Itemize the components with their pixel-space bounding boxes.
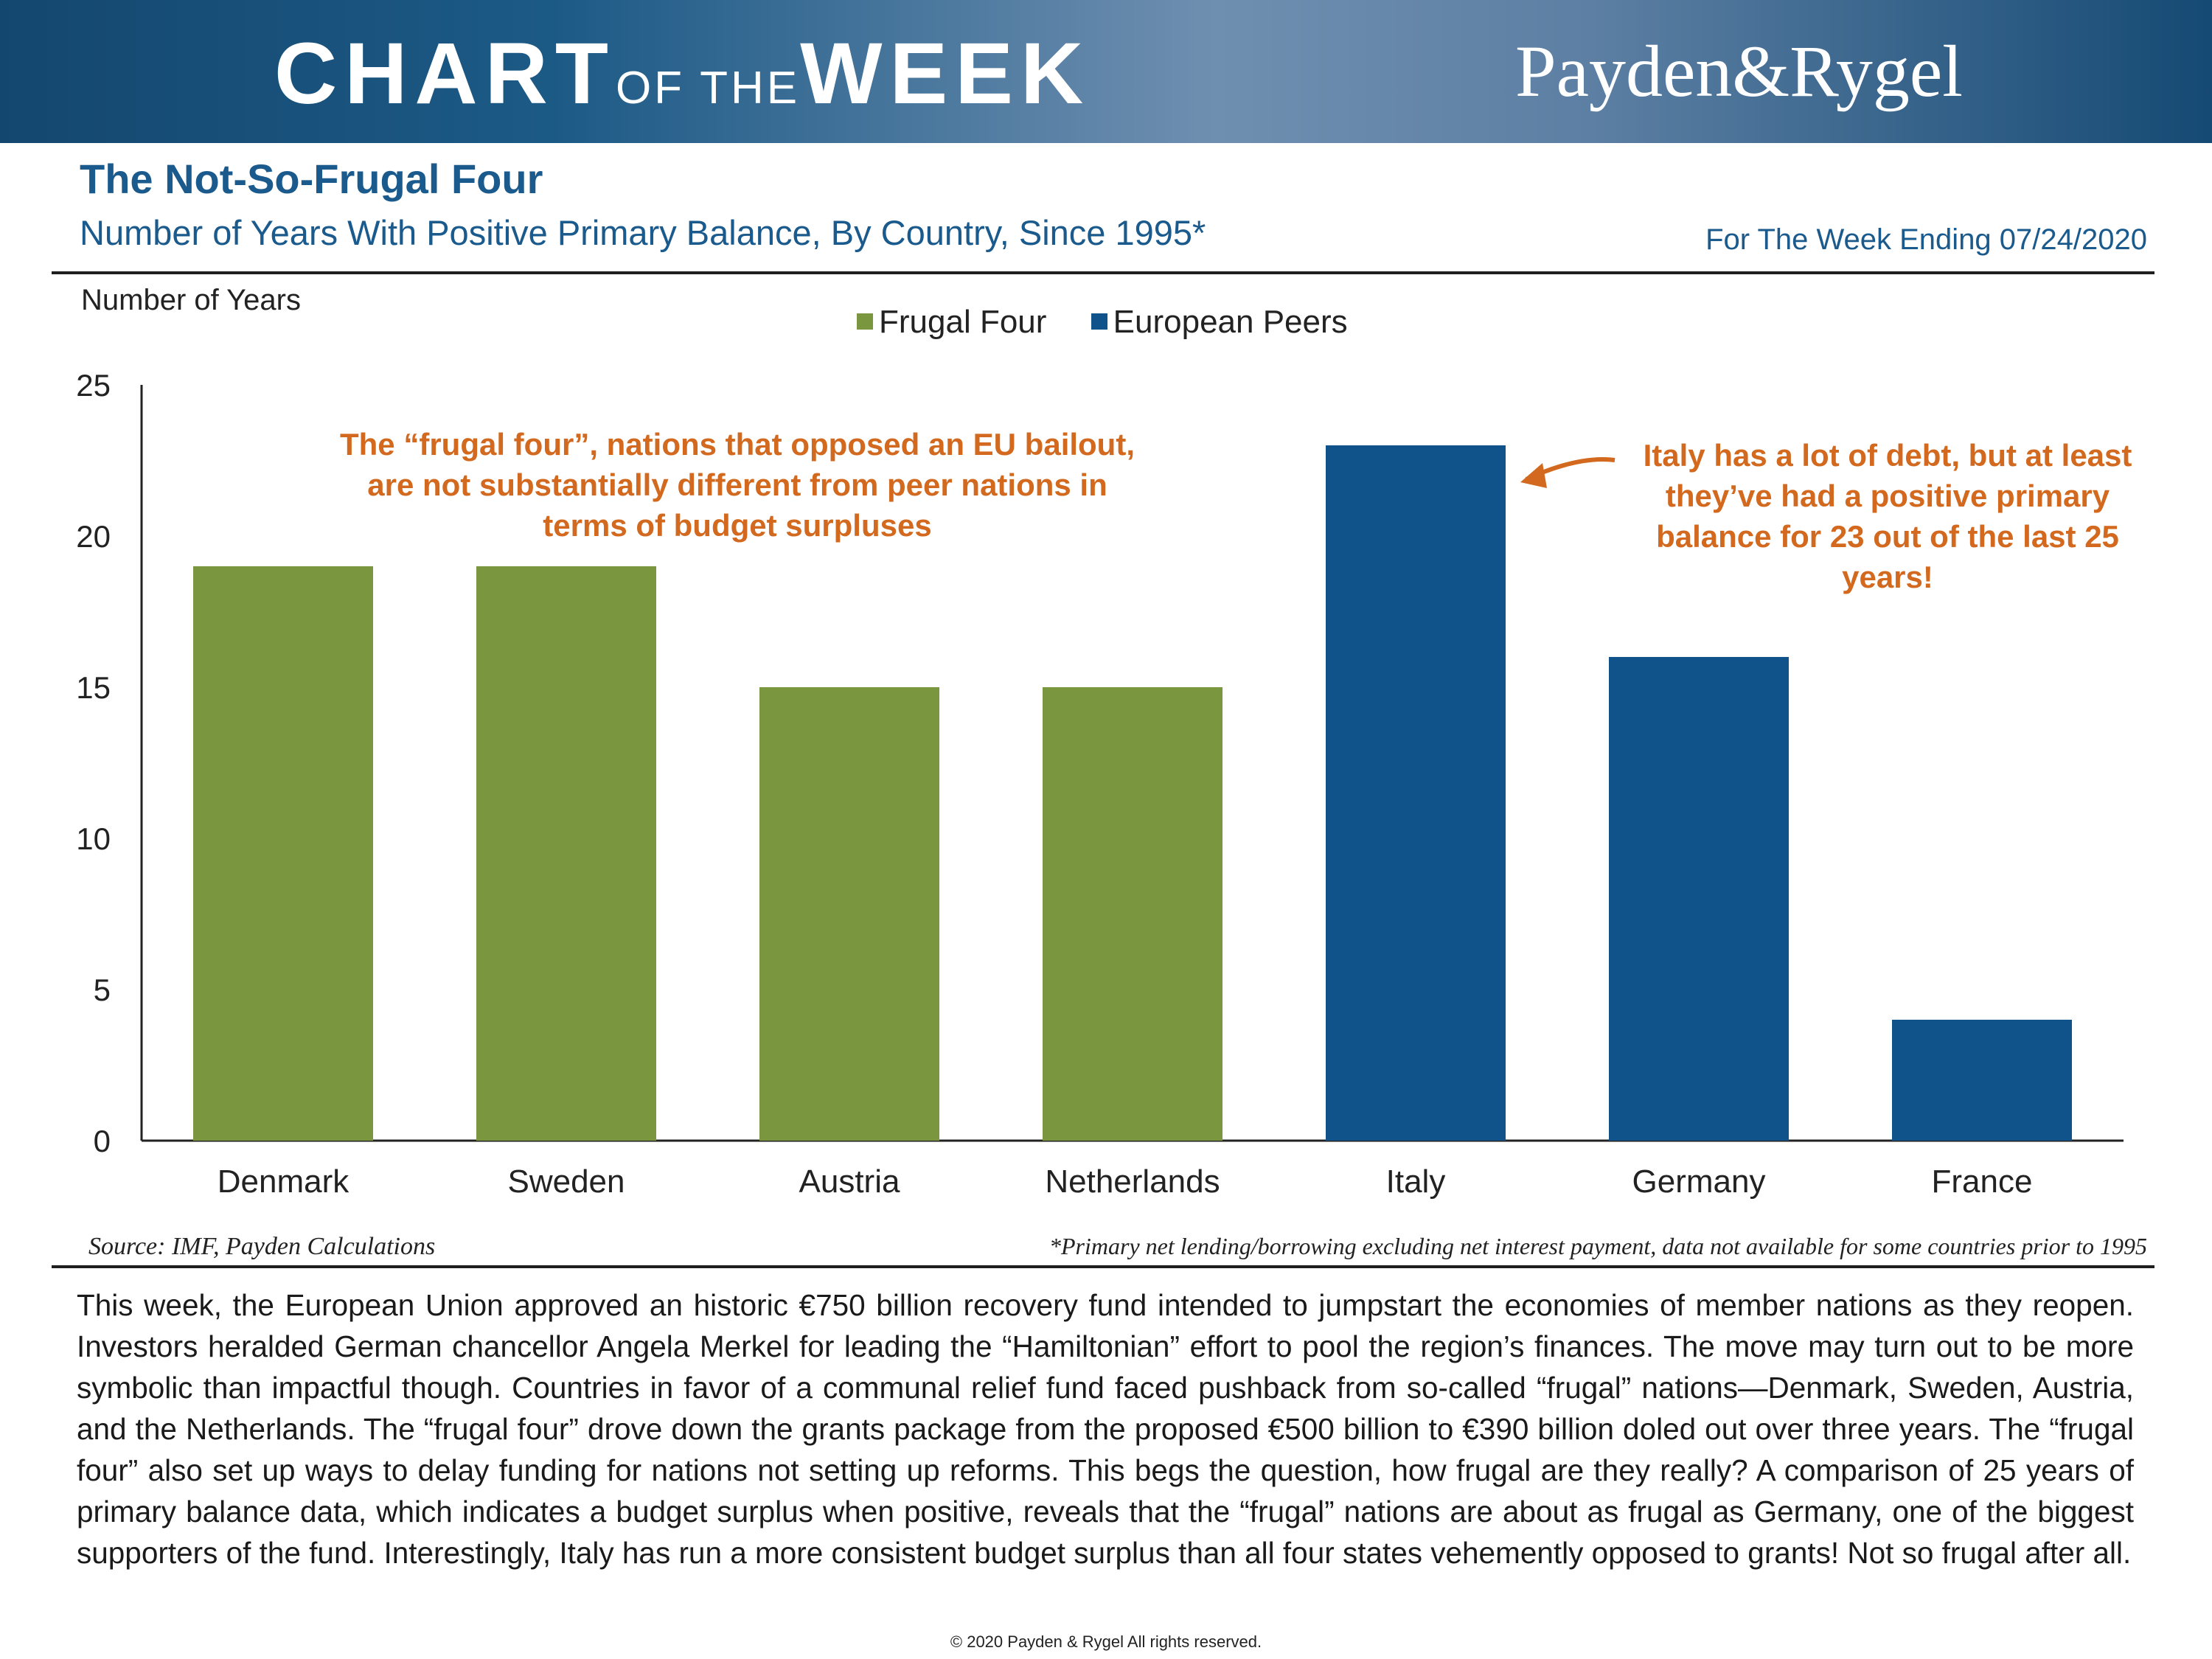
banner-title-week: WEEK	[800, 25, 1091, 122]
commentary-text: This week, the European Union approved a…	[77, 1288, 2134, 1570]
week-ending: For The Week Ending 07/24/2020	[1705, 223, 2147, 256]
bar-denmark	[193, 566, 373, 1141]
x-tick-label: Austria	[799, 1164, 900, 1200]
chart-subtitle: Number of Years With Positive Primary Ba…	[80, 213, 1206, 252]
y-tick-label: 10	[76, 821, 111, 856]
banner-title-chart: CHART	[274, 25, 616, 122]
legend-swatch-frugal	[857, 313, 873, 330]
bar-sweden	[476, 566, 656, 1141]
y-axis-label: Number of Years	[81, 284, 301, 316]
x-tick-label: France	[1932, 1164, 2033, 1200]
x-tick-label: Denmark	[218, 1164, 349, 1200]
annotation-italy: Italy has a lot of debt, but at least th…	[1643, 438, 2132, 594]
footer-divider	[52, 1265, 2154, 1268]
legend-label-frugal: Frugal Four	[879, 304, 1047, 340]
bar-germany	[1609, 657, 1789, 1141]
annotation-frugal-four: The “frugal four”, nations that opposed …	[340, 427, 1135, 543]
y-tick-label: 20	[76, 519, 111, 554]
bar-italy	[1326, 445, 1506, 1141]
source-note: Source: IMF, Payden Calculations	[88, 1233, 436, 1260]
legend-swatch-peers	[1091, 313, 1107, 330]
banner-title-ofthe: OF THE	[615, 63, 801, 114]
copyright: © 2020 Payden & Rygel All rights reserve…	[950, 1632, 1262, 1651]
x-tick-label: Sweden	[507, 1164, 625, 1200]
bar-austria	[759, 687, 939, 1141]
company-logo: Payden&Rygel	[1515, 30, 1964, 112]
legend-item-frugal: Frugal Four	[857, 304, 1046, 341]
y-tick-label: 25	[76, 368, 111, 403]
legend: Frugal Four European Peers	[857, 304, 1383, 341]
y-tick-label: 0	[94, 1124, 111, 1158]
legend-item-peers: European Peers	[1091, 304, 1348, 341]
banner-title: CHARTOF THEWEEK	[274, 29, 1091, 133]
footnote: *Primary net lending/borrowing excluding…	[1048, 1233, 2147, 1259]
y-tick-label: 5	[94, 973, 111, 1007]
header-divider	[52, 271, 2154, 274]
bar-netherlands	[1043, 687, 1222, 1141]
banner: CHARTOF THEWEEK Payden&Rygel	[0, 0, 2212, 143]
x-tick-label: Netherlands	[1045, 1164, 1220, 1200]
x-tick-label: Germany	[1632, 1164, 1766, 1200]
bar-france	[1892, 1020, 2072, 1141]
legend-label-peers: European Peers	[1113, 304, 1348, 340]
y-tick-label: 15	[76, 670, 111, 705]
chart-title: The Not-So-Frugal Four	[80, 156, 543, 202]
x-tick-label: Italy	[1386, 1164, 1446, 1200]
annotation-arrow-head	[1520, 463, 1547, 488]
